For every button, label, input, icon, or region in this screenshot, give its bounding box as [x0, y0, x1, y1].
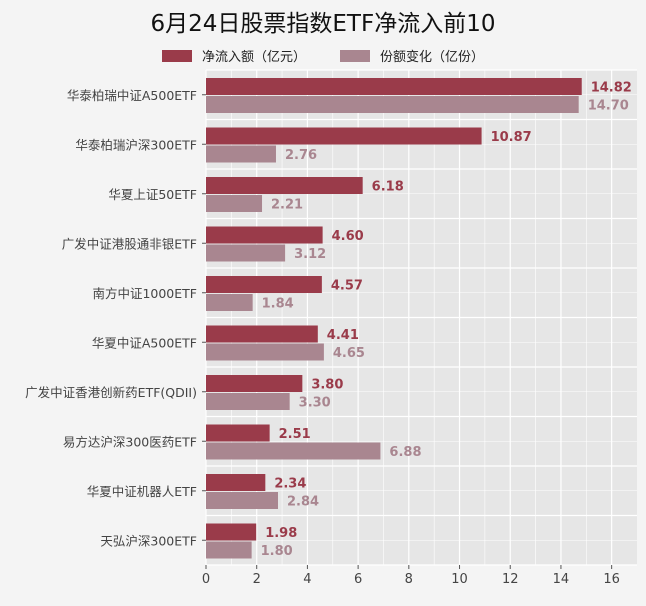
- y-category-label: 广发中证港股通非银ETF: [62, 236, 197, 251]
- data-label-share-change: 2.84: [287, 495, 319, 510]
- data-label-net-inflow: 10.87: [491, 130, 532, 145]
- bar-net-inflow: [206, 424, 270, 442]
- legend-item-net-inflow: 净流入额（亿元）: [161, 46, 306, 65]
- bar-share-change: [206, 244, 286, 262]
- data-label-net-inflow: 2.34: [274, 477, 306, 492]
- bar-share-change: [206, 294, 253, 311]
- x-tick-label: 4: [303, 572, 311, 587]
- y-category-label: 华泰柏瑞中证A500ETF: [67, 88, 197, 103]
- bar-net-inflow: [206, 523, 257, 541]
- data-label-share-change: 3.30: [299, 396, 331, 411]
- bar-share-change: [206, 492, 279, 509]
- x-tick-label: 16: [603, 572, 620, 587]
- data-label-net-inflow: 4.57: [331, 279, 363, 294]
- data-label-net-inflow: 4.41: [327, 328, 359, 343]
- data-label-net-inflow: 1.98: [265, 526, 297, 541]
- bar-net-inflow: [206, 177, 363, 194]
- data-label-net-inflow: 2.51: [279, 427, 311, 442]
- data-label-share-change: 1.80: [261, 544, 293, 559]
- data-label-share-change: 4.65: [333, 346, 365, 361]
- data-label-share-change: 2.76: [285, 148, 317, 163]
- legend-swatch-net-inflow: [161, 49, 192, 62]
- bar-share-change: [206, 541, 252, 559]
- bar-share-change: [206, 145, 276, 163]
- x-tick-label: 0: [202, 572, 210, 587]
- y-category-label: 南方中证1000ETF: [92, 286, 197, 301]
- y-category-label: 易方达沪深300医药ETF: [63, 434, 197, 449]
- bar-net-inflow: [206, 127, 482, 145]
- bar-share-change: [206, 195, 263, 212]
- bar-share-change: [206, 393, 290, 410]
- data-label-net-inflow: 6.18: [372, 180, 404, 195]
- x-tick-label: 6: [354, 572, 362, 587]
- legend-label-share-change: 份额变化（亿份）: [380, 50, 485, 65]
- y-category-label: 华夏上证50ETF: [108, 187, 197, 202]
- legend: 净流入额（亿元） 份额变化（亿份）: [0, 46, 646, 65]
- bar-net-inflow: [206, 78, 582, 95]
- x-tick-label: 12: [502, 572, 519, 587]
- data-label-net-inflow: 4.60: [332, 229, 364, 244]
- data-label-net-inflow: 3.80: [311, 378, 343, 393]
- data-label-share-change: 1.84: [262, 297, 294, 312]
- x-tick-label: 10: [451, 572, 468, 587]
- y-category-label: 天弘沪深300ETF: [100, 533, 197, 548]
- bar-share-change: [206, 442, 381, 460]
- y-category-label: 广发中证香港创新药ETF(QDII): [25, 385, 197, 400]
- data-label-share-change: 14.70: [588, 99, 629, 114]
- data-label-share-change: 6.88: [389, 445, 421, 460]
- legend-label-net-inflow: 净流入额（亿元）: [201, 50, 306, 65]
- chart-title: 6月24日股票指数ETF净流入前10: [150, 11, 496, 37]
- bar-share-change: [206, 343, 324, 361]
- legend-swatch-share-change: [340, 49, 370, 62]
- data-label-share-change: 2.21: [271, 198, 303, 213]
- data-label-net-inflow: 14.82: [591, 81, 632, 96]
- data-label-share-change: 3.12: [294, 247, 326, 262]
- bar-share-change: [206, 96, 579, 113]
- bar-net-inflow: [206, 375, 303, 392]
- bar-net-inflow: [206, 325, 318, 343]
- y-category-label: 华泰柏瑞沪深300ETF: [75, 137, 197, 152]
- x-tick-label: 14: [553, 572, 570, 587]
- x-tick-label: 8: [405, 572, 413, 587]
- y-category-label: 华夏中证A500ETF: [92, 335, 197, 350]
- legend-item-share-change: 份额变化（亿份）: [340, 46, 484, 65]
- bar-net-inflow: [206, 276, 322, 293]
- y-category-label: 华夏中证机器人ETF: [87, 484, 197, 499]
- x-tick-label: 2: [253, 572, 261, 587]
- bar-net-inflow: [206, 474, 266, 491]
- bar-net-inflow: [206, 226, 323, 244]
